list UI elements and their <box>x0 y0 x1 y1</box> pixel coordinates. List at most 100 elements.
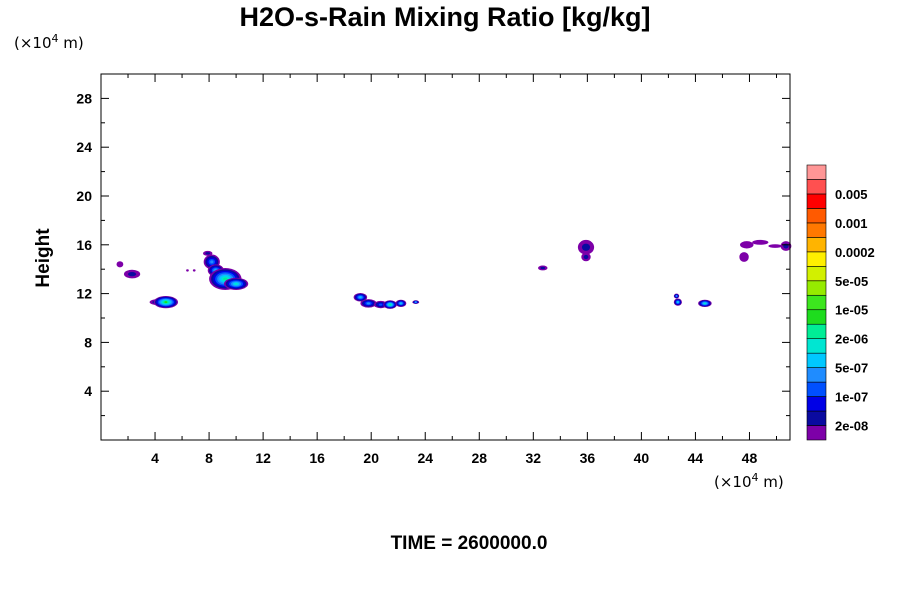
cloud-cell <box>673 293 680 299</box>
colorbar-swatch <box>806 222 827 238</box>
cloud-level <box>540 266 546 270</box>
cloud-cell <box>768 244 782 248</box>
colorbar-label: 1e-07 <box>835 390 868 405</box>
cloud-level <box>583 254 589 260</box>
x-tick-label: 48 <box>742 450 758 466</box>
colorbar-label: 1e-05 <box>835 303 868 318</box>
plot-frame <box>100 73 791 441</box>
colorbar-swatch <box>806 367 827 383</box>
cloud-cell <box>538 265 548 271</box>
colorbar-swatch <box>806 251 827 267</box>
colorbar-label: 0.001 <box>835 216 868 231</box>
cloud-cell <box>192 269 196 272</box>
x-tick-label: 32 <box>526 450 542 466</box>
cloud-cell <box>673 298 682 306</box>
cloud-cell <box>740 241 754 249</box>
cloud-cell <box>123 269 141 279</box>
cloud-level <box>399 302 402 305</box>
x-tick-label: 36 <box>580 450 596 466</box>
y-tick-label: 4 <box>84 383 92 399</box>
x-tick-label: 12 <box>255 450 271 466</box>
x-tick-label: 40 <box>634 450 650 466</box>
colorbar-swatch <box>806 266 827 282</box>
cloud-level <box>675 295 678 298</box>
colorbar-label: 2e-06 <box>835 332 868 347</box>
cloud-level <box>192 269 196 272</box>
x-unit-label: (×104 m) <box>714 471 784 491</box>
x-tick-label: 44 <box>688 450 704 466</box>
cloud-level <box>186 269 189 272</box>
y-tick-label: 12 <box>76 286 92 302</box>
cloud-cell <box>202 250 213 256</box>
colorbar-swatch <box>806 410 827 426</box>
colorbar: 2e-08 1e-07 5e-07 2e-06 1e-05 5e-05 0.0002 0.00… <box>806 164 875 441</box>
x-tick-label: 4 <box>151 450 159 466</box>
cloud-cell <box>223 277 249 290</box>
colorbar-swatch <box>806 179 827 195</box>
cloud-level <box>164 301 168 304</box>
y-unit-label: (×104 m) <box>14 32 84 52</box>
colorbar-swatch <box>806 381 827 397</box>
x-tick-label: 8 <box>205 450 213 466</box>
y-tick-label: 24 <box>76 139 92 155</box>
cloud-level <box>739 252 749 262</box>
y-tick-label: 20 <box>76 188 92 204</box>
cloud-level <box>234 282 238 285</box>
cloud-level <box>205 252 211 255</box>
chart-title: H2O-s-Rain Mixing Ratio [kg/kg] <box>239 2 650 32</box>
cloud-level <box>703 302 706 305</box>
cloud-level <box>740 241 754 249</box>
cloud-cell <box>116 261 124 268</box>
colorbar-swatch <box>806 208 827 224</box>
cloud-level <box>768 244 782 248</box>
colorbar-swatch <box>806 352 827 368</box>
cloud-level <box>116 261 124 268</box>
cloud-level <box>223 277 228 281</box>
cloud-level <box>389 303 392 306</box>
colorbar-swatch <box>806 280 827 296</box>
mixing-ratio-field <box>116 239 792 309</box>
cloud-cell <box>395 299 407 308</box>
colorbar-swatch <box>806 164 827 180</box>
cloud-cell <box>353 292 368 302</box>
cloud-cell <box>739 252 749 262</box>
cloud-level <box>128 271 137 277</box>
cloud-level <box>378 303 383 306</box>
y-tick-label: 8 <box>84 334 92 350</box>
x-tick-label: 16 <box>309 450 325 466</box>
colorbar-swatch <box>806 294 827 311</box>
cloud-level <box>414 301 417 304</box>
y-tick-label: 16 <box>76 237 92 253</box>
cloud-cell <box>383 300 397 309</box>
x-tick-label: 28 <box>471 450 487 466</box>
cloud-cell <box>186 269 189 272</box>
cloud-level <box>752 239 769 245</box>
cloud-level <box>210 260 214 264</box>
colorbar-label: 0.005 <box>835 187 868 202</box>
cloud-cell <box>581 252 591 262</box>
y-axis-label: Height <box>33 228 54 288</box>
cloud-cell <box>360 299 377 308</box>
x-tick-label: 20 <box>363 450 379 466</box>
colorbar-label: 5e-05 <box>835 274 868 289</box>
cloud-level <box>581 243 591 251</box>
cloud-level <box>366 302 371 305</box>
cloud-cell <box>153 296 179 309</box>
colorbar-swatch <box>806 338 827 354</box>
colorbar-swatch <box>806 193 827 209</box>
cloud-cell <box>577 239 595 255</box>
y-tick-label: 28 <box>76 90 92 106</box>
colorbar-swatch <box>806 425 827 441</box>
colorbar-swatch <box>806 323 827 339</box>
x-tick-label: 24 <box>417 450 433 466</box>
colorbar-label: 5e-07 <box>835 361 868 376</box>
cloud-level <box>676 301 679 304</box>
colorbar-swatch <box>806 309 827 325</box>
colorbar-label: 0.0002 <box>835 245 875 260</box>
cloud-cell <box>752 239 769 245</box>
cloud-cell <box>698 299 712 308</box>
cloud-cell <box>412 300 420 304</box>
